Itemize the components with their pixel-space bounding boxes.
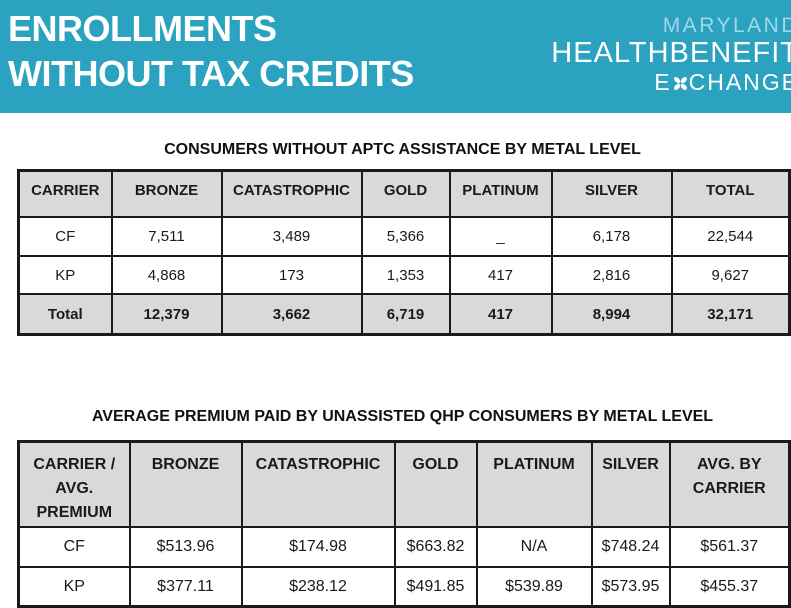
cell: $513.96 bbox=[128, 526, 243, 568]
average-premium-table: CARRIER / AVG. PREMIUM BRONZE CATASTROPH… bbox=[17, 440, 791, 608]
header-cell-silver: SILVER bbox=[590, 440, 671, 528]
table-row-kp: KP 4,868 173 1,353 417 2,816 9,627 bbox=[17, 255, 791, 295]
cell: 3,489 bbox=[220, 216, 363, 257]
cell: CF bbox=[17, 216, 113, 257]
cell: $238.12 bbox=[240, 566, 396, 608]
cell: 6,719 bbox=[360, 293, 451, 336]
cell: 5,366 bbox=[360, 216, 451, 257]
table-row-kp: KP $377.11 $238.12 $491.85 $539.89 $573.… bbox=[17, 566, 791, 608]
header-cell-total: TOTAL bbox=[670, 169, 791, 218]
cell: $561.37 bbox=[668, 526, 791, 568]
cell: 8,994 bbox=[550, 293, 673, 336]
header-band: ENROLLMENTS WITHOUT TAX CREDITS MARYLAND… bbox=[0, 0, 791, 113]
table1-title: CONSUMERS WITHOUT APTC ASSISTANCE BY MET… bbox=[164, 141, 641, 158]
cell: 3,662 bbox=[220, 293, 363, 336]
header-cell-bronze: BRONZE bbox=[128, 440, 243, 528]
cell: 22,544 bbox=[670, 216, 791, 257]
logo-exchange-text: E CHANGE bbox=[551, 69, 791, 95]
cell: KP bbox=[17, 255, 113, 295]
cell: 417 bbox=[448, 293, 553, 336]
logo-exchange-e: E bbox=[654, 69, 672, 95]
page-title: ENROLLMENTS WITHOUT TAX CREDITS bbox=[8, 6, 414, 96]
header-cell-gold: GOLD bbox=[393, 440, 478, 528]
cell: $491.85 bbox=[393, 566, 478, 608]
flower-x-icon bbox=[672, 69, 689, 95]
mhbe-logo: MARYLAND HEALTHBENEFIT E CHANGE bbox=[551, 13, 791, 95]
header-cell-gold: GOLD bbox=[360, 169, 451, 218]
header-cell-carrier-avg-premium: CARRIER / AVG. PREMIUM bbox=[17, 440, 131, 528]
cell: $377.11 bbox=[128, 566, 243, 608]
cell: KP bbox=[17, 566, 131, 608]
table2-title: AVERAGE PREMIUM PAID BY UNASSISTED QHP C… bbox=[91, 408, 714, 425]
cell: 32,171 bbox=[670, 293, 791, 336]
table-row-cf: CF $513.96 $174.98 $663.82 N/A $748.24 $… bbox=[17, 526, 791, 568]
header-cell-catastrophic: CATASTROPHIC bbox=[240, 440, 396, 528]
cell: 12,379 bbox=[110, 293, 223, 336]
cell: 9,627 bbox=[670, 255, 791, 295]
cell: 417 bbox=[448, 255, 553, 295]
consumers-without-aptc-table: CARRIER BRONZE CATASTROPHIC GOLD PLATINU… bbox=[17, 169, 791, 336]
cell: 173 bbox=[220, 255, 363, 295]
table-row-cf: CF 7,511 3,489 5,366 _ 6,178 22,544 bbox=[17, 216, 791, 257]
header-cell-carrier: CARRIER bbox=[17, 169, 113, 218]
cell: 7,511 bbox=[110, 216, 223, 257]
cell: 4,868 bbox=[110, 255, 223, 295]
page-title-line2: WITHOUT TAX CREDITS bbox=[8, 53, 414, 94]
cell: 1,353 bbox=[360, 255, 451, 295]
cell: 6,178 bbox=[550, 216, 673, 257]
page-title-line1: ENROLLMENTS bbox=[8, 8, 277, 49]
header-cell-bronze: BRONZE bbox=[110, 169, 223, 218]
cell: Total bbox=[17, 293, 113, 336]
cell: $573.95 bbox=[590, 566, 671, 608]
table-row-total: Total 12,379 3,662 6,719 417 8,994 32,17… bbox=[17, 293, 791, 336]
cell: _ bbox=[448, 216, 553, 257]
cell: 2,816 bbox=[550, 255, 673, 295]
header-cell-avg-by-carrier: AVG. BY CARRIER bbox=[668, 440, 791, 528]
cell: $663.82 bbox=[393, 526, 478, 568]
table2-header-row: CARRIER / AVG. PREMIUM BRONZE CATASTROPH… bbox=[17, 440, 791, 528]
cell: N/A bbox=[475, 526, 593, 568]
cell: $539.89 bbox=[475, 566, 593, 608]
header-cell-platinum: PLATINUM bbox=[448, 169, 553, 218]
header-cell-catastrophic: CATASTROPHIC bbox=[220, 169, 363, 218]
cell: $174.98 bbox=[240, 526, 396, 568]
table1-header-row: CARRIER BRONZE CATASTROPHIC GOLD PLATINU… bbox=[17, 169, 791, 218]
logo-healthbenefit-text: HEALTHBENEFIT bbox=[551, 37, 791, 69]
cell: $455.37 bbox=[668, 566, 791, 608]
cell: CF bbox=[17, 526, 131, 568]
header-cell-platinum: PLATINUM bbox=[475, 440, 593, 528]
logo-exchange-change: CHANGE bbox=[688, 69, 791, 95]
header-cell-silver: SILVER bbox=[550, 169, 673, 218]
logo-maryland-text: MARYLAND bbox=[662, 14, 791, 37]
cell: $748.24 bbox=[590, 526, 671, 568]
